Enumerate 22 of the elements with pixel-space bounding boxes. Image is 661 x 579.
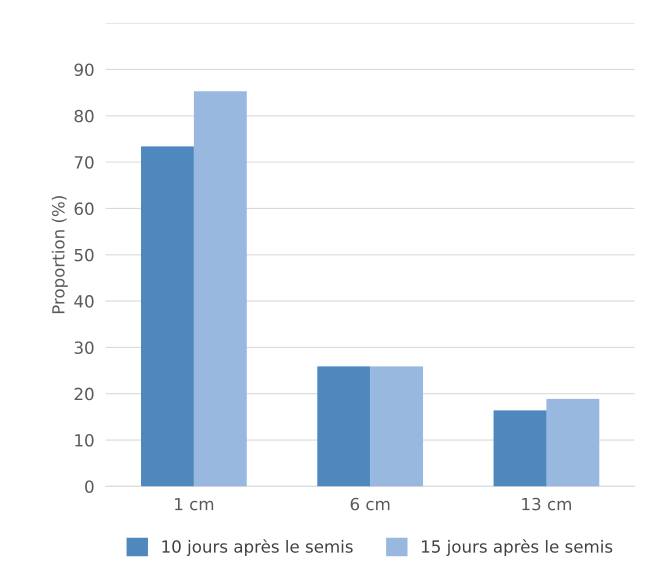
y-tick-label: 40 bbox=[74, 295, 94, 308]
legend-label: 15 jours après le semis bbox=[422, 539, 612, 556]
y-tick-label: 80 bbox=[74, 110, 94, 122]
bar bbox=[141, 146, 194, 486]
x-tick-label: 13 cm bbox=[522, 498, 571, 510]
y-tick-label: 60 bbox=[74, 202, 94, 216]
x-tick-label: 6 cm bbox=[350, 498, 390, 510]
y-tick-label: 30 bbox=[74, 341, 94, 354]
y-tick-label: 90 bbox=[74, 63, 94, 76]
y-tick-label: 50 bbox=[74, 248, 94, 262]
y-tick-label: 70 bbox=[74, 156, 94, 169]
y-tick-label: 20 bbox=[74, 388, 94, 400]
legend-label: 10 jours après le semis bbox=[162, 539, 353, 556]
bar bbox=[494, 410, 546, 486]
y-axis-title: Proportion (%) bbox=[52, 196, 68, 314]
bar bbox=[194, 91, 247, 486]
y-tick-label: 0 bbox=[85, 480, 94, 493]
bar bbox=[317, 366, 370, 486]
y-tick-label: 10 bbox=[75, 434, 94, 447]
bar bbox=[546, 398, 600, 486]
x-tick-label: 1 cm bbox=[175, 498, 214, 510]
bar bbox=[370, 366, 424, 486]
